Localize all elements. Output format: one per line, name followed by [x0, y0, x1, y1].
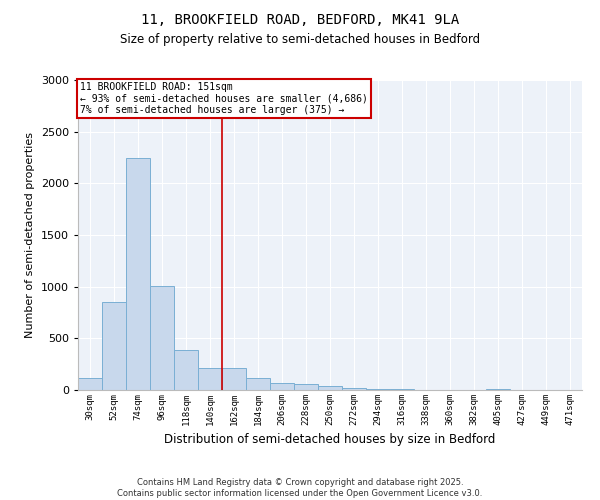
Bar — [342, 388, 366, 390]
Bar — [126, 158, 150, 390]
Bar — [150, 286, 174, 390]
Bar — [294, 384, 318, 390]
Bar — [102, 302, 126, 390]
Text: 11 BROOKFIELD ROAD: 151sqm
← 93% of semi-detached houses are smaller (4,686)
7% : 11 BROOKFIELD ROAD: 151sqm ← 93% of semi… — [80, 82, 368, 116]
Bar — [198, 368, 222, 390]
Text: 11, BROOKFIELD ROAD, BEDFORD, MK41 9LA: 11, BROOKFIELD ROAD, BEDFORD, MK41 9LA — [141, 12, 459, 26]
Bar — [318, 386, 342, 390]
Bar — [222, 368, 246, 390]
Text: Size of property relative to semi-detached houses in Bedford: Size of property relative to semi-detach… — [120, 32, 480, 46]
Bar — [78, 378, 102, 390]
Y-axis label: Number of semi-detached properties: Number of semi-detached properties — [25, 132, 35, 338]
Bar — [246, 378, 270, 390]
X-axis label: Distribution of semi-detached houses by size in Bedford: Distribution of semi-detached houses by … — [164, 434, 496, 446]
Text: Contains HM Land Registry data © Crown copyright and database right 2025.
Contai: Contains HM Land Registry data © Crown c… — [118, 478, 482, 498]
Bar — [174, 350, 198, 390]
Bar — [270, 383, 294, 390]
